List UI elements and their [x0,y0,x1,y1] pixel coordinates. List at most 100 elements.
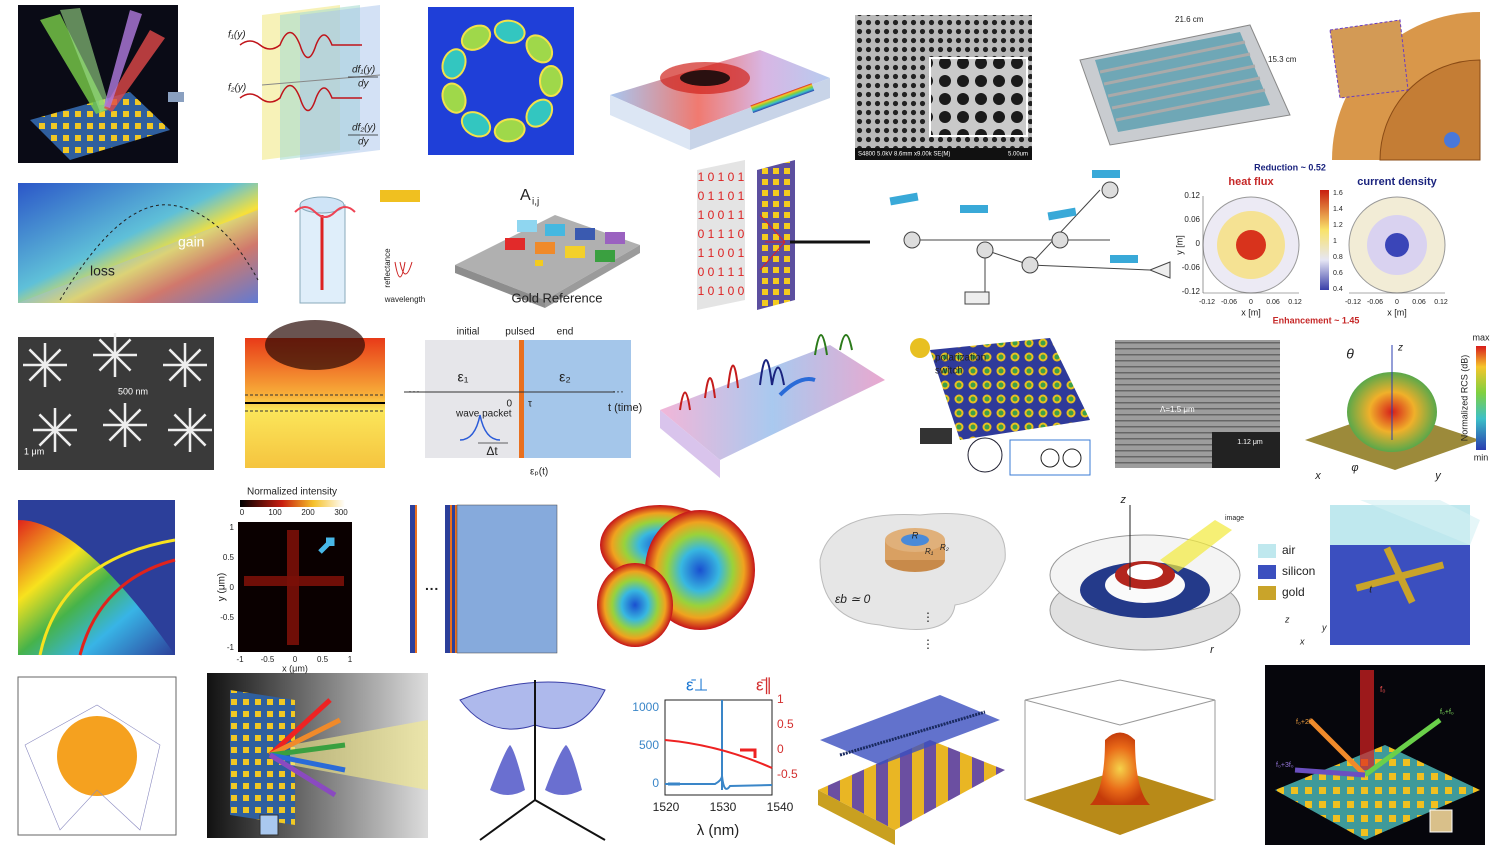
cloak-ring [1049,505,1241,651]
mode-lobe [493,118,526,143]
label: z [1397,343,1403,354]
label: ε₂ [559,369,571,385]
label: R [912,530,919,540]
label: Λ=1.5 μm [1160,405,1195,414]
label: image [1225,515,1244,522]
fan-metasurface [1329,12,1481,161]
label: Δt [486,444,498,458]
label: ··· [425,581,439,597]
label: R₁ [925,547,934,556]
label: z [1284,614,1290,624]
label: x (μm) [282,663,308,673]
label: 0.5 [223,553,235,562]
label: x [1299,636,1305,646]
label: y [1434,470,1442,482]
label: -0.06 [1367,299,1383,306]
label: -0.12 [1199,299,1215,306]
label: loss [90,263,115,279]
label: 0.5 [317,655,329,664]
label: f₀ [1380,685,1386,694]
label: Normalized RCS (dB) [1459,355,1469,442]
label: 1530 [710,800,737,814]
label: wave packet [455,409,512,420]
slab-field [610,50,830,150]
mode-lobe [460,111,492,138]
sem-holes [855,15,1032,160]
label: ε₁ [458,369,469,385]
peak-surface [1024,679,1216,835]
waveguide-modes [660,334,885,478]
label: 0 [777,742,784,756]
mode-lobe [525,98,554,128]
label: 1 [777,692,784,706]
label: -0.12 [1182,287,1201,296]
label: 0 [293,655,298,664]
label: 0.12 [1434,299,1448,306]
label: ε̄∥ [756,675,772,694]
label: min [1474,452,1489,462]
label: 21.6 cm [1175,15,1204,24]
label: x [1314,470,1321,482]
gain-loss [18,183,259,303]
label: 1 [1333,238,1337,245]
label: 0.6 [1333,270,1343,277]
intensity-map [238,500,352,652]
mode-lobe [539,65,563,97]
mode-lobe [441,82,467,114]
gold-slab [455,215,640,308]
star-arm [173,413,207,447]
label: 1540 [767,800,794,814]
label: r [1210,644,1215,656]
label: 500 nm [118,386,148,396]
label: ⋮ [922,637,934,651]
label: τ [528,399,532,410]
label: y (μm) [217,573,228,602]
label: y [m] [1174,235,1184,255]
metasurface-beams [18,5,184,163]
label: -0.5 [261,655,275,664]
label: 15.3 cm [1268,55,1297,64]
label: Gold Reference [511,290,602,305]
label: 1.12 μm [1237,439,1263,446]
label: 0.4 [1333,286,1343,293]
label: reflectance [383,248,392,288]
label: f₀+f₀ [1440,709,1454,716]
label: -0.06 [1221,299,1237,306]
label: Reduction ~ 0.52 [1254,162,1326,172]
star-arm [168,348,202,382]
label: dy [358,137,370,148]
label: 1 1 0 0 1 [698,246,745,260]
label: 0 [1395,299,1399,306]
label: 0 0 1 1 1 [698,265,745,279]
label: switch [935,366,963,377]
label: 5.00um [1008,152,1028,158]
label: 1 0 1 0 0 [698,284,745,298]
label: df₂(y) [352,123,376,134]
label: εₚ(t) [530,467,548,478]
label: t (time) [608,402,642,414]
star-arm [28,348,62,382]
label: initial [457,327,480,338]
derivative-illustration [239,5,381,160]
label: silicon [1282,564,1315,578]
label: -0.5 [220,613,234,622]
label: 0 [652,776,659,790]
label: ε̄⊥ [686,675,708,694]
label: 0.06 [1184,215,1200,224]
mode-lobe [460,24,492,51]
label: 0.12 [1288,299,1302,306]
label: 1 μm [24,446,44,456]
polarization-array [910,338,1091,476]
label: 100 [268,508,282,517]
star-arm [38,413,72,447]
label: 0.06 [1266,299,1280,306]
label: t [1369,585,1373,596]
label: pulsed [505,327,534,338]
radiation-lobes [597,505,755,647]
label: εb ≃ 0 [835,592,871,606]
optics-setup [889,170,1171,305]
beam-steering [207,673,428,838]
label: ··· [408,384,420,398]
label: z [1120,494,1127,506]
